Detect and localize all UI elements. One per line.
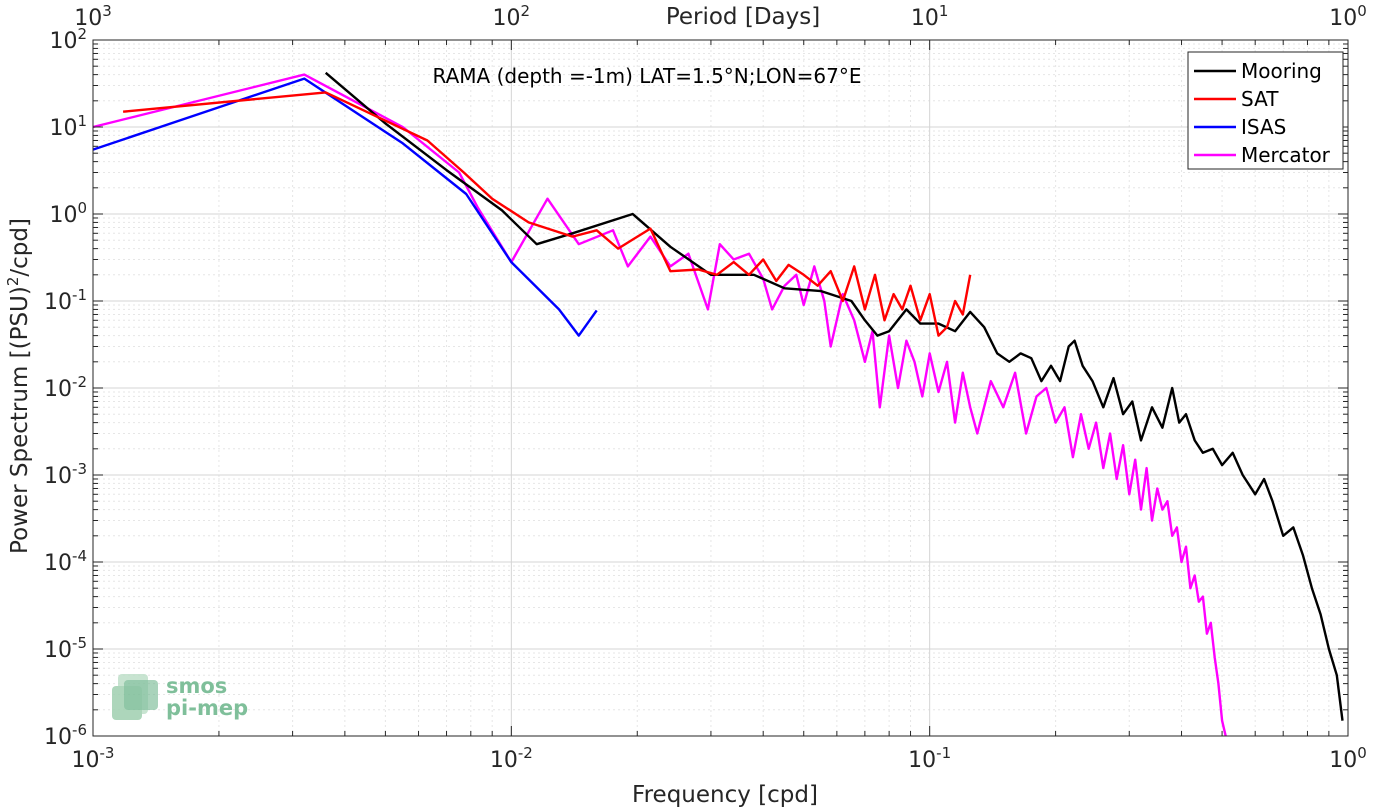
y-tick-label: 10-3 (44, 460, 87, 489)
y-tick-label: 10-4 (44, 547, 87, 576)
series-line-mooring (324, 71, 1344, 721)
x-tick-label-exponent: -3 (100, 744, 115, 762)
x-tick-label: 10-3 (72, 744, 115, 773)
y-tick-label-exponent: -2 (72, 373, 87, 391)
tick-marks (92, 39, 1349, 737)
minor-grid (93, 40, 1348, 736)
x-tick-label-base: 10 (1329, 748, 1357, 773)
x-axis-label: Frequency [cpd] (632, 782, 818, 808)
series-line-sat (122, 91, 972, 337)
period-tick-label: 102 (493, 2, 531, 31)
y-tick-label-base: 10 (44, 725, 72, 750)
y-tick-label-base: 10 (49, 116, 77, 141)
legend-label-mercator: Mercator (1241, 143, 1331, 167)
x-tick-label-base: 10 (908, 748, 936, 773)
top-axis-label: Period [Days] (666, 4, 820, 30)
x-tick-label-base: 10 (72, 748, 100, 773)
legend-label-mooring: Mooring (1241, 59, 1322, 83)
period-tick-label-base: 10 (1329, 6, 1357, 31)
x-tick-label: 10-1 (908, 744, 951, 773)
series-layer (92, 71, 1344, 737)
y-tick-label: 102 (49, 25, 87, 54)
logo-text-smos: smos (166, 674, 227, 698)
y-tick-label-base: 10 (44, 464, 72, 489)
y-tick-label-exponent: 0 (77, 199, 87, 217)
y-tick-label: 101 (49, 112, 87, 141)
y-tick-label: 10-6 (44, 721, 87, 750)
y-tick-label-base: 10 (44, 377, 72, 402)
period-tick-label: 101 (911, 2, 949, 31)
period-tick-label-base: 10 (74, 6, 102, 31)
smos-pi-mep-logo: smos pi-mep (112, 674, 248, 720)
period-tick-label-exponent: 0 (1357, 2, 1367, 20)
y-tick-label: 10-1 (44, 286, 87, 315)
period-tick-label-base: 10 (493, 6, 521, 31)
y-tick-label: 100 (49, 199, 87, 228)
y-tick-label-exponent: -1 (72, 286, 87, 304)
x-tick-labels: 10-3 10-2 10-1 100 (72, 744, 1367, 773)
y-tick-label-base: 10 (44, 638, 72, 663)
logo-emblem (112, 674, 158, 720)
y-tick-label: 10-2 (44, 373, 87, 402)
legend-label-sat: SAT (1241, 87, 1279, 111)
x-tick-label-exponent: -1 (936, 744, 951, 762)
y-tick-label-exponent: 2 (77, 25, 87, 43)
period-tick-label-exponent: 2 (521, 2, 531, 20)
x-tick-label-base: 10 (490, 748, 518, 773)
top-period-tick-labels: 103 102 101 100 (74, 2, 1367, 31)
legend: Mooring SAT ISAS Mercator (1187, 51, 1344, 170)
y-tick-label-exponent: -6 (72, 721, 87, 739)
series-line-mercator (92, 73, 1227, 737)
period-tick-label-base: 10 (911, 6, 939, 31)
period-tick-label: 100 (1329, 2, 1367, 31)
x-tick-label: 100 (1329, 744, 1367, 773)
y-tick-label-base: 10 (44, 290, 72, 315)
period-tick-label-exponent: 1 (939, 2, 949, 20)
y-tick-label-exponent: -5 (72, 634, 87, 652)
y-tick-label-exponent: -3 (72, 460, 87, 478)
logo-text-pi-mep: pi-mep (166, 696, 248, 720)
y-axis-label: Power Spectrum [(PSU)2/cpd] (4, 218, 33, 554)
y-tick-label-exponent: -4 (72, 547, 87, 565)
period-tick-label: 103 (74, 2, 112, 31)
x-tick-label-exponent: 0 (1357, 744, 1367, 762)
y-tick-label-base: 10 (49, 203, 77, 228)
x-tick-label: 10-2 (490, 744, 533, 773)
x-tick-label-exponent: -2 (518, 744, 533, 762)
series-line-isas (92, 77, 598, 337)
period-tick-label-exponent: 3 (102, 2, 112, 20)
legend-label-isas: ISAS (1241, 115, 1286, 139)
chart-title: RAMA (depth =-1m) LAT=1.5°N;LON=67°E (433, 64, 862, 88)
y-tick-label-base: 10 (49, 29, 77, 54)
y-tick-label: 10-5 (44, 634, 87, 663)
y-tick-label-exponent: 1 (77, 112, 87, 130)
y-tick-label-base: 10 (44, 551, 72, 576)
